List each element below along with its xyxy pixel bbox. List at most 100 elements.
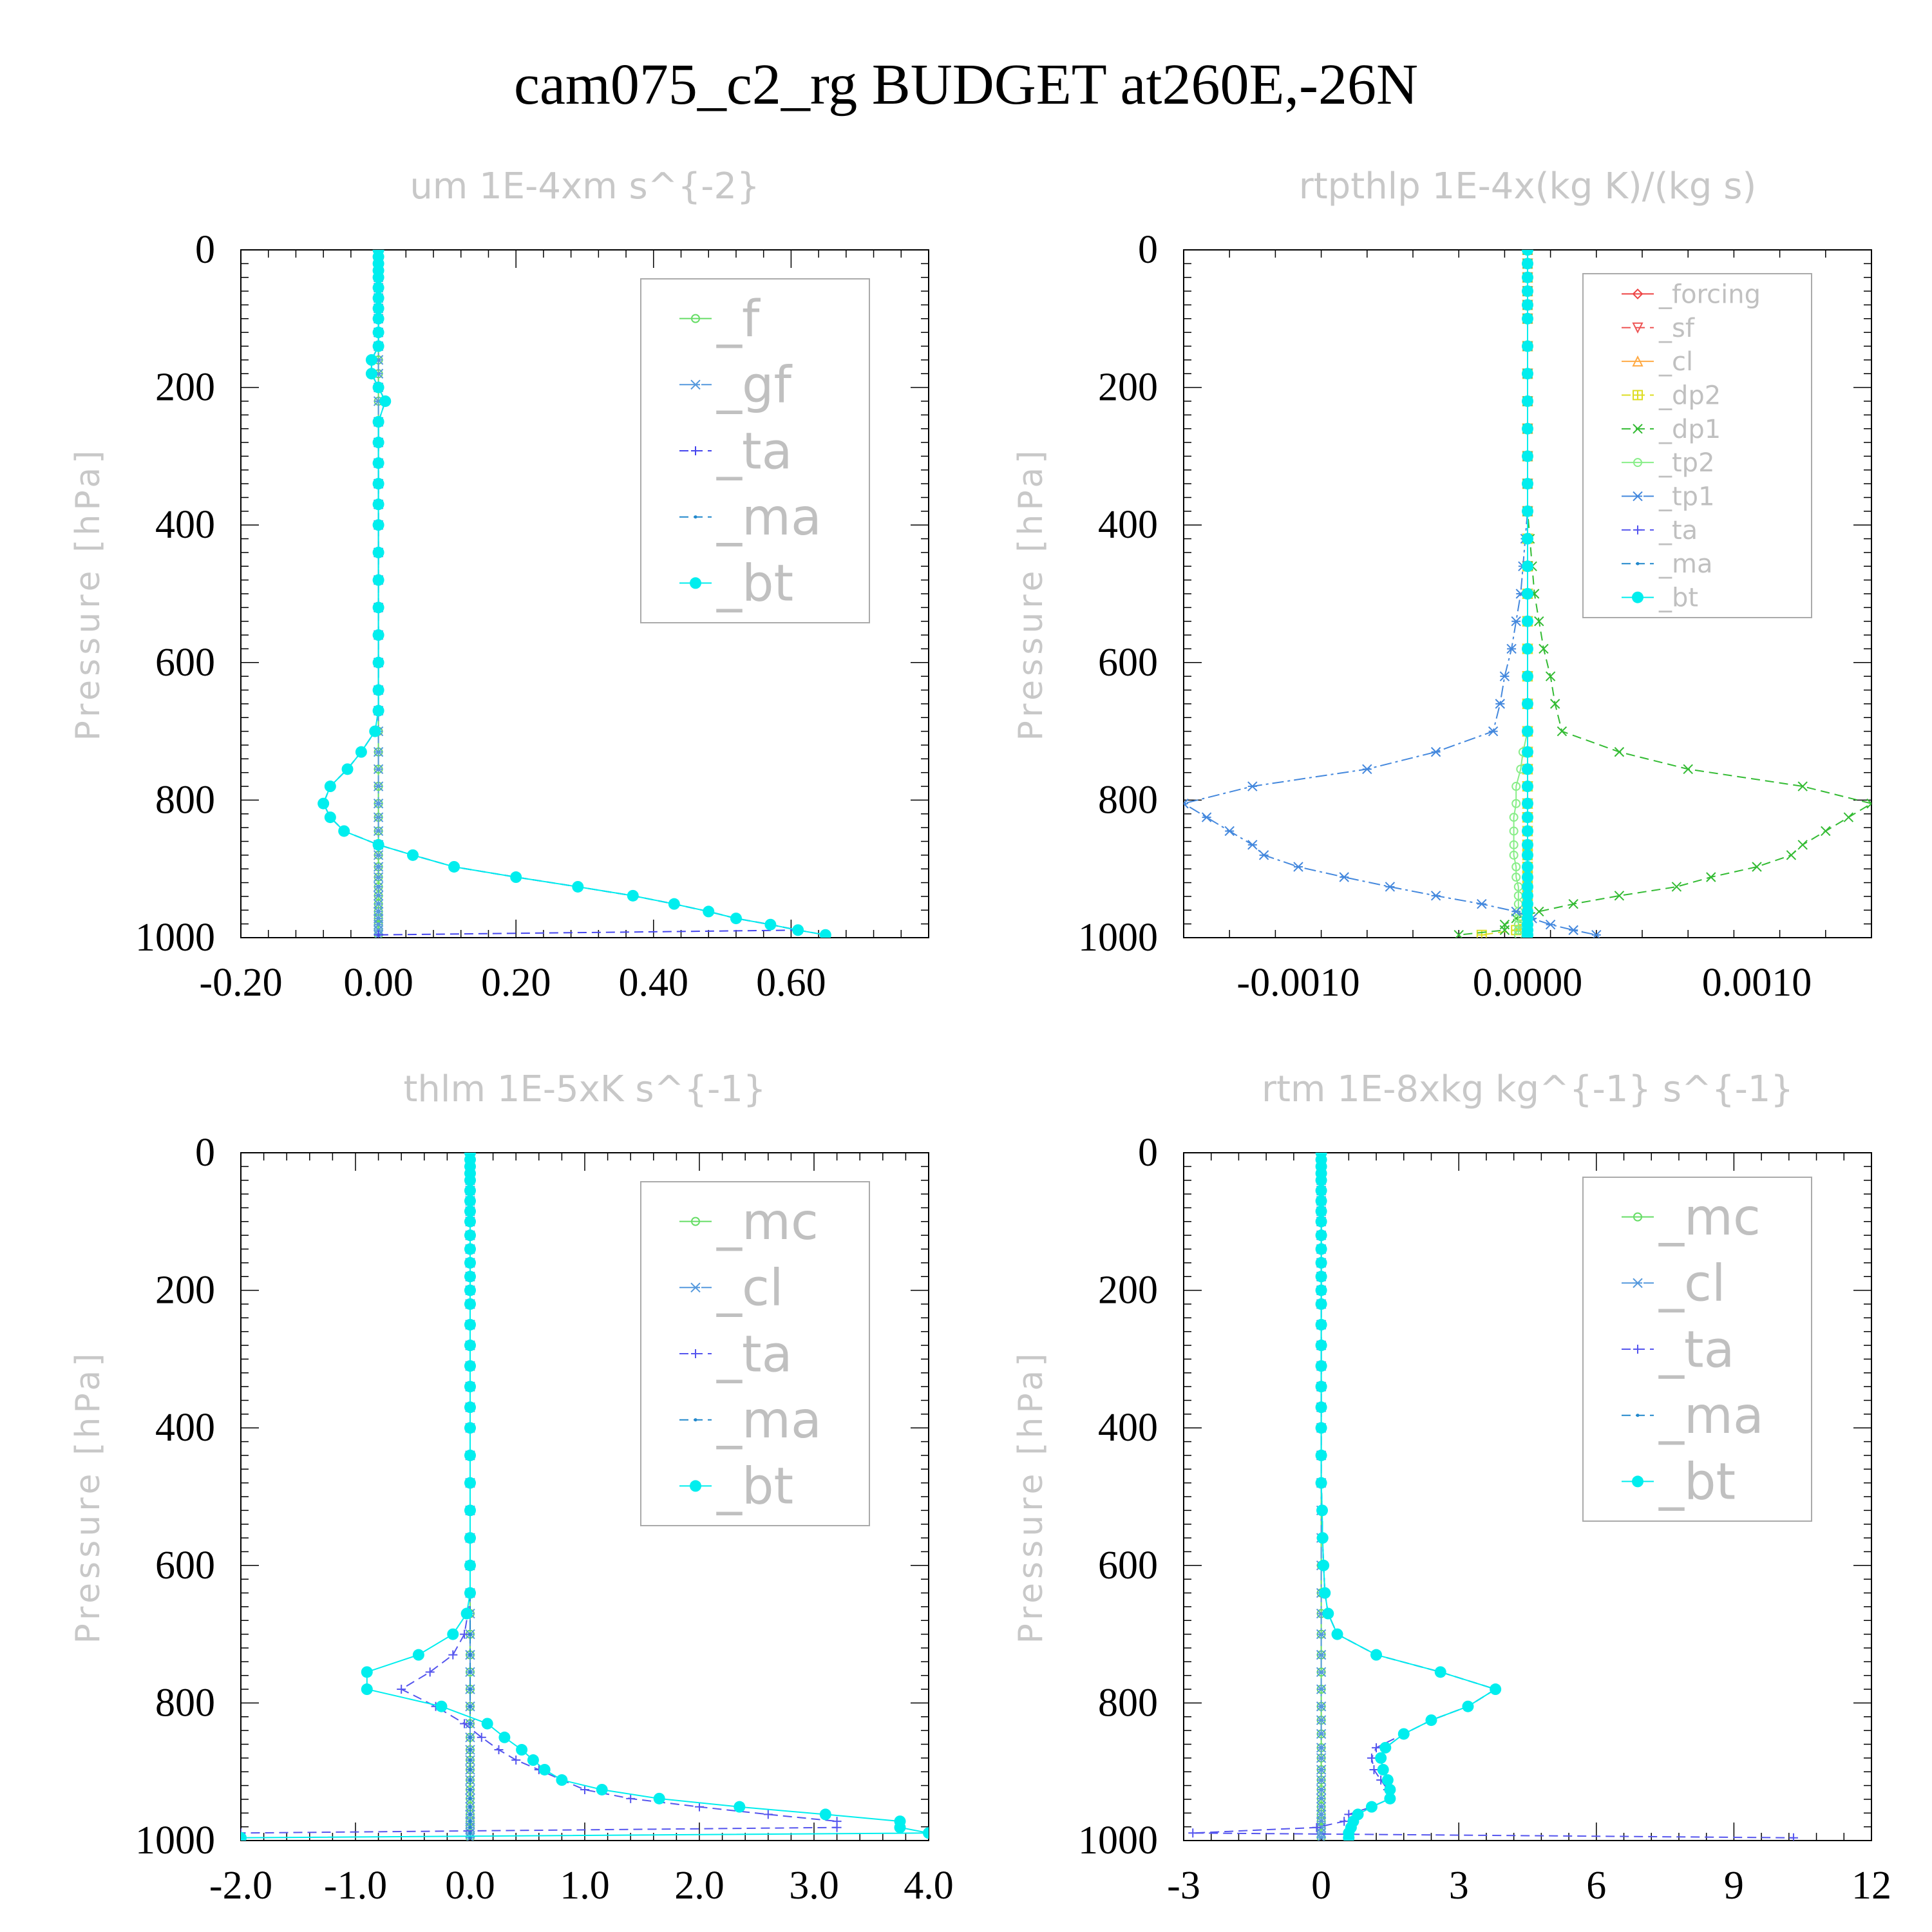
series-bt-point bbox=[1522, 422, 1533, 435]
legend-label: _mc bbox=[1658, 1189, 1761, 1247]
y-tick-label: 1000 bbox=[1078, 916, 1158, 960]
series-bt-point bbox=[412, 1649, 424, 1661]
series-bt-point bbox=[1522, 725, 1533, 737]
legend-label: _ta bbox=[1658, 516, 1698, 545]
series-bt-point bbox=[365, 368, 377, 380]
series-bt-point bbox=[1490, 1683, 1502, 1696]
series-bt-point bbox=[1315, 1174, 1327, 1186]
series-bt-point bbox=[372, 656, 384, 668]
legend: _forcing _sf _cl _dp2 _dp1 _tp2 _tp1 _ta _ma _bt bbox=[1582, 273, 1812, 618]
series-bt-point bbox=[464, 1271, 476, 1283]
legend-swatch-marker bbox=[690, 1480, 701, 1492]
y-tick-label: 800 bbox=[1098, 1681, 1158, 1725]
series-dp1-point bbox=[1706, 872, 1716, 882]
series-ma-point bbox=[468, 1758, 472, 1762]
series-bt-point bbox=[372, 302, 384, 314]
series-bt-point bbox=[653, 1792, 665, 1804]
series-dp1-point bbox=[1821, 826, 1831, 837]
chart-panel-3: thlm 1E-5xK s^{-1} Pressure [hPa] 0 200 400 6… bbox=[69, 1068, 954, 1908]
legend-label: _ma bbox=[1658, 549, 1712, 579]
series-bt-point bbox=[1384, 1783, 1396, 1795]
series-bt-point bbox=[464, 1559, 476, 1571]
chart-panel-4: rtm 1E-8xkg kg^{-1} s^{-1} Pressure [hPa]… bbox=[1012, 1068, 1891, 1908]
series-bt-point bbox=[1315, 1205, 1327, 1217]
legend-swatch-marker bbox=[1633, 525, 1642, 535]
series-bt-point bbox=[1315, 1422, 1327, 1434]
series-bt-point bbox=[1384, 1792, 1396, 1804]
series-ta-point bbox=[1340, 1817, 1349, 1826]
series-bt-point bbox=[464, 1195, 476, 1207]
series-bt-point bbox=[1315, 1360, 1327, 1372]
series-bt-point bbox=[1522, 889, 1533, 902]
series-bt-point bbox=[1434, 1666, 1446, 1678]
series-gf-point bbox=[373, 891, 384, 901]
series-bt-point bbox=[1381, 1774, 1394, 1786]
y-tick-label: 0 bbox=[195, 228, 215, 272]
series-bt-point bbox=[1522, 312, 1533, 325]
series-bt-point bbox=[792, 924, 804, 936]
series-bt-point bbox=[1331, 1628, 1343, 1640]
series-bt-point bbox=[372, 381, 384, 393]
x-tick-label: 0.40 bbox=[619, 961, 689, 1005]
plot-area bbox=[1188, 1153, 1798, 1841]
series-dp1-point bbox=[1550, 699, 1560, 709]
legend-swatch-marker bbox=[694, 515, 697, 519]
y-tick-label: 800 bbox=[155, 778, 215, 822]
series-bt-point bbox=[1315, 1243, 1327, 1255]
series-cl-point bbox=[1316, 1649, 1327, 1660]
series-tp1-point bbox=[1591, 930, 1602, 938]
series-bt-point bbox=[1319, 1587, 1331, 1599]
series-bt-point bbox=[1343, 1832, 1355, 1841]
series-bt-point bbox=[464, 1532, 476, 1544]
series-cl-point bbox=[1316, 1701, 1327, 1712]
series-bt-point bbox=[1315, 1195, 1327, 1207]
series-dp1-point bbox=[1454, 930, 1464, 938]
series-ta-point bbox=[1369, 1765, 1379, 1774]
legend-label: _cl bbox=[716, 1260, 784, 1318]
series-ma-point bbox=[468, 1768, 472, 1772]
series-bt-point bbox=[894, 1821, 906, 1833]
series-bt-point bbox=[819, 929, 831, 938]
series-ta-point bbox=[511, 1756, 521, 1765]
series-ta-point bbox=[425, 1667, 435, 1677]
page-title: cam075_c2_rg BUDGET at260E,-26N bbox=[514, 53, 1418, 117]
legend-box bbox=[1582, 1177, 1812, 1522]
x-tick-label: 1.0 bbox=[560, 1864, 610, 1908]
series-bt-point bbox=[435, 1700, 448, 1712]
legend-swatch-marker bbox=[1632, 322, 1643, 334]
series-bt-point bbox=[372, 271, 384, 283]
series-ta-point bbox=[494, 1745, 504, 1755]
panel-title: rtm 1E-8xkg kg^{-1} s^{-1} bbox=[1262, 1068, 1794, 1110]
series-bt-point bbox=[1316, 1532, 1329, 1544]
series-bt-point bbox=[1315, 1381, 1327, 1393]
series-ta-point bbox=[397, 1685, 406, 1694]
series-bt-point bbox=[464, 1184, 476, 1197]
series-bt-point bbox=[372, 705, 384, 717]
series-bt-point bbox=[1377, 1763, 1389, 1776]
series-bt-point bbox=[1522, 533, 1533, 545]
series-bt-point bbox=[1379, 1741, 1392, 1754]
x-tick-label: 0.00 bbox=[343, 961, 413, 1005]
series-dp1-point bbox=[1797, 840, 1808, 850]
panel-title: thlm 1E-5xK s^{-1} bbox=[403, 1068, 766, 1110]
series-bt-point bbox=[372, 416, 384, 428]
series-bt-point bbox=[498, 1731, 511, 1743]
series-bt-point bbox=[1315, 1229, 1327, 1242]
series-bt-point bbox=[464, 1587, 476, 1599]
series-gf-point bbox=[373, 862, 384, 872]
series-ta-point bbox=[1312, 1823, 1321, 1832]
y-tick-label: 400 bbox=[155, 503, 215, 547]
series-bt-point bbox=[372, 478, 384, 490]
x-tick-label: 0.0000 bbox=[1473, 961, 1583, 1005]
series-bt-point bbox=[1522, 697, 1533, 710]
x-tick-label: 9 bbox=[1724, 1864, 1744, 1908]
legend-swatch-marker bbox=[1633, 491, 1643, 502]
series-cl-point bbox=[1316, 1743, 1327, 1753]
series-bt-point bbox=[372, 498, 384, 511]
series-dp1-point bbox=[1683, 764, 1693, 775]
y-axis-label: Pressure [hPa] bbox=[1012, 447, 1050, 741]
y-tick-label: 400 bbox=[1098, 1406, 1158, 1450]
series-bt-point bbox=[1522, 871, 1533, 884]
legend-swatch-marker bbox=[1633, 390, 1643, 401]
series-bt-point bbox=[1522, 860, 1533, 873]
